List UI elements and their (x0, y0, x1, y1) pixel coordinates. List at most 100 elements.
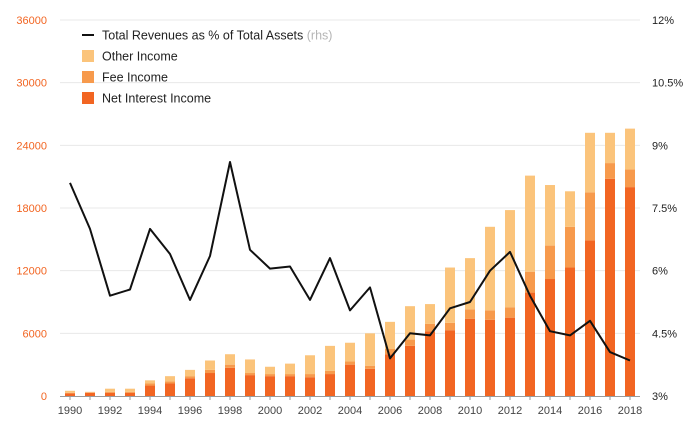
bar-other-income (185, 369, 195, 377)
left-tick-label: 18000 (16, 203, 47, 215)
bar-fee-income (505, 307, 515, 318)
bar-net-interest-income (565, 267, 575, 396)
bar-net-interest-income (265, 376, 275, 396)
bar-other-income (325, 345, 335, 371)
bar-net-interest-income (185, 378, 195, 396)
right-tick-label: 12% (652, 15, 674, 27)
bar-fee-income (305, 374, 315, 378)
x-tick-label: 1998 (218, 405, 242, 417)
left-tick-label: 0 (41, 391, 47, 403)
bar-fee-income (145, 383, 155, 386)
right-tick-label: 9% (652, 140, 668, 152)
bar-net-interest-income (525, 292, 535, 396)
bar-net-interest-income (585, 240, 595, 396)
legend-label: Net Interest Income (102, 92, 211, 106)
bar-net-interest-income (165, 383, 175, 396)
bar-other-income (225, 354, 235, 365)
left-tick-label: 36000 (16, 15, 47, 27)
bar-fee-income (565, 226, 575, 268)
bar-net-interest-income (445, 330, 455, 396)
x-axis: 1990 1992 1994 1996 1998 2000 2002 2004 2006 2008… (58, 396, 642, 417)
bar-other-income (145, 380, 155, 384)
x-tick-label: 1994 (138, 405, 162, 417)
bar-other-income (265, 366, 275, 375)
bar-fee-income (285, 374, 295, 377)
left-tick-label: 12000 (16, 266, 47, 278)
legend-note: (rhs) (307, 29, 333, 43)
bar-other-income (485, 226, 495, 311)
bar-net-interest-income (425, 331, 435, 396)
legend-swatch (82, 50, 94, 62)
bar-fee-income (465, 309, 475, 319)
bar-fee-income (245, 373, 255, 376)
bar-other-income (125, 388, 135, 392)
left-tick-label: 30000 (16, 78, 47, 90)
bar-other-income (625, 128, 635, 170)
x-tick-label: 2008 (418, 405, 442, 417)
bar-other-income (205, 360, 215, 370)
x-tick-label: 1990 (58, 405, 82, 417)
bar-fee-income (485, 310, 495, 320)
bar-fee-income (125, 391, 135, 393)
bar-other-income (425, 304, 435, 324)
revenue-ratio-line (69, 161, 631, 362)
bar-fee-income (525, 271, 535, 293)
x-tick-label: 1996 (178, 405, 202, 417)
bar-net-interest-income (485, 319, 495, 396)
bar-fee-income (265, 374, 275, 377)
x-tick-label: 2016 (578, 405, 602, 417)
bar-fee-income (385, 349, 395, 355)
bar-fee-income (425, 323, 435, 332)
grid-lines (60, 19, 640, 397)
bar-net-interest-income (225, 367, 235, 396)
bar-other-income (445, 267, 455, 323)
x-tick-label: 2010 (458, 405, 482, 417)
bar-fee-income (165, 381, 175, 384)
bar-fee-income (325, 370, 335, 375)
bar-fee-income (85, 392, 95, 393)
bar-net-interest-income (345, 364, 355, 396)
bar-net-interest-income (285, 376, 295, 396)
legend-label: Fee Income (102, 71, 168, 85)
bar-net-interest-income (325, 374, 335, 396)
bar-other-income (545, 185, 555, 246)
bar-other-income (165, 376, 175, 382)
bar-series (65, 128, 635, 396)
bar-other-income (465, 258, 475, 310)
right-axis: 3% 4.5% 6% 7.5% 9% 10.5% 12% (652, 15, 683, 403)
bar-net-interest-income (605, 178, 615, 396)
bar-fee-income (225, 364, 235, 368)
bar-other-income (105, 388, 115, 392)
right-tick-label: 6% (652, 266, 668, 278)
bar-other-income (85, 391, 95, 393)
bar-net-interest-income (145, 385, 155, 396)
bar-net-interest-income (465, 318, 475, 396)
bar-net-interest-income (85, 392, 95, 396)
bar-fee-income (445, 322, 455, 331)
right-tick-label: 4.5% (652, 328, 677, 340)
bar-net-interest-income (65, 393, 75, 396)
x-tick-label: 2002 (298, 405, 322, 417)
bar-other-income (525, 175, 535, 272)
bar-fee-income (105, 391, 115, 393)
bar-other-income (245, 359, 255, 374)
bar-fee-income (405, 339, 415, 346)
bar-net-interest-income (125, 392, 135, 396)
right-tick-label: 10.5% (652, 78, 683, 90)
bar-other-income (585, 132, 595, 193)
bar-net-interest-income (105, 392, 115, 396)
bar-net-interest-income (205, 373, 215, 396)
bar-net-interest-income (505, 317, 515, 396)
bar-fee-income (605, 163, 615, 179)
x-tick-label: 2000 (258, 405, 282, 417)
line-series (69, 161, 631, 362)
bar-other-income (65, 390, 75, 393)
left-axis: 0 6000 12000 18000 24000 30000 36000 (16, 15, 47, 403)
legend: Total Revenues as % of Total Assets (rhs… (82, 29, 332, 106)
bar-fee-income (585, 192, 595, 241)
left-tick-label: 6000 (23, 328, 47, 340)
bar-other-income (405, 306, 415, 340)
bar-fee-income (185, 376, 195, 379)
bar-fee-income (205, 369, 215, 374)
